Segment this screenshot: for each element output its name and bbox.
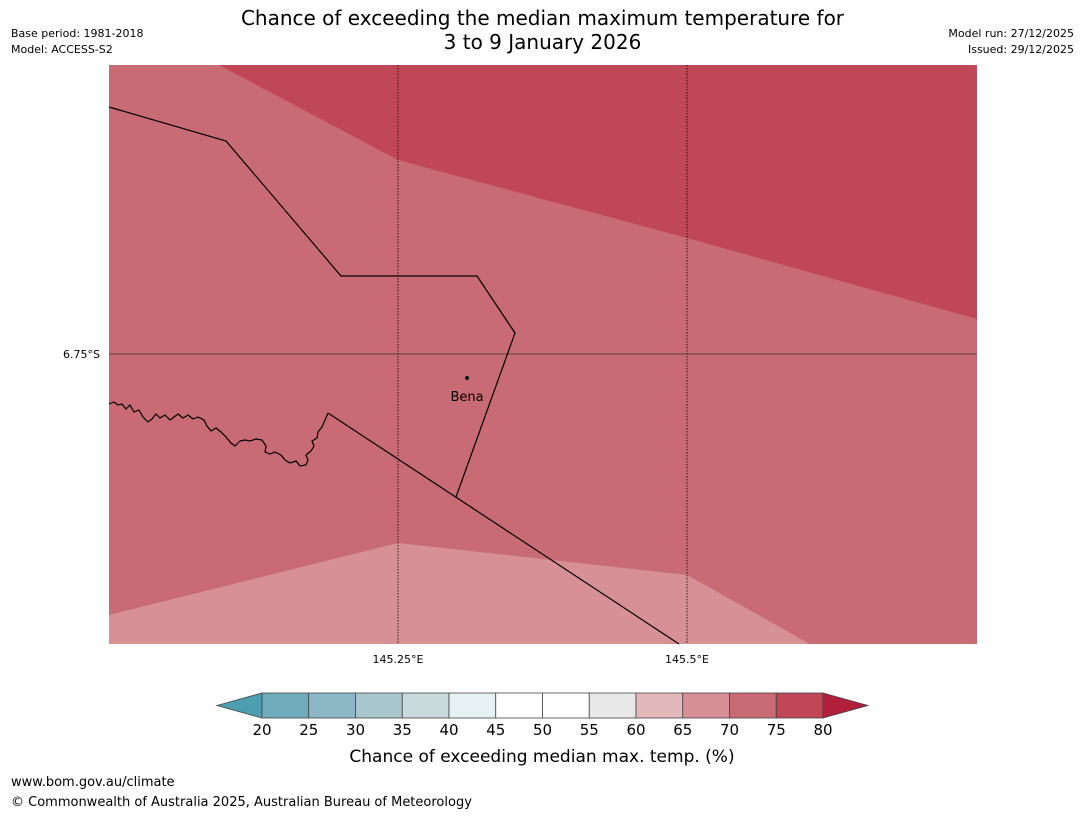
colorbar: 20 25 30 35 40 45 50 55 60 65 70 75 80 Chance of exc… bbox=[215, 692, 870, 767]
colorbar-tick-label: 60 bbox=[626, 721, 645, 739]
colorbar-label: Chance of exceeding median max. temp. (%… bbox=[349, 747, 734, 767]
town-label: Bena bbox=[450, 390, 483, 405]
colorbar-cell bbox=[635, 692, 684, 719]
colorbar-tick-label: 75 bbox=[767, 721, 786, 739]
colorbar-cell bbox=[588, 692, 637, 719]
colorbar-cell bbox=[775, 692, 824, 719]
model-name: Model: ACCESS-S2 bbox=[11, 43, 113, 56]
region-band-80 bbox=[219, 65, 977, 319]
province-boundary bbox=[108, 106, 516, 498]
province-boundary-south bbox=[327, 412, 680, 645]
colorbar-tick-label: 40 bbox=[439, 721, 458, 739]
colorbar-tick-label: 30 bbox=[346, 721, 365, 739]
colorbar-tick-label: 50 bbox=[533, 721, 552, 739]
colorbar-cell bbox=[355, 692, 403, 719]
colorbar-tick-label: 20 bbox=[252, 721, 271, 739]
lon-label-2: 145.5°E bbox=[665, 653, 709, 666]
colorbar-cell bbox=[308, 692, 356, 719]
colorbar-tick-label: 55 bbox=[580, 721, 599, 739]
base-period: Base period: 1981-2018 bbox=[11, 27, 144, 40]
colorbar-tick-label: 45 bbox=[486, 721, 505, 739]
map-title: Chance of exceeding the median maximum t… bbox=[0, 6, 1085, 54]
colorbar-cell bbox=[448, 692, 497, 719]
footer-copyright: © Commonwealth of Australia 2025, Austra… bbox=[11, 795, 472, 810]
colorbar-cell bbox=[261, 692, 310, 719]
map-canvas[interactable]: Bena 6.75°S 145.25°E 145.5°E bbox=[0, 0, 1085, 680]
river-coastline bbox=[108, 401, 329, 467]
lon-label-1: 145.25°E bbox=[373, 653, 424, 666]
colorbar-arrow-low bbox=[215, 692, 263, 719]
meta-left: Base period: 1981-2018 Model: ACCESS-S2 bbox=[11, 26, 143, 58]
model-run: Model run: 27/12/2025 bbox=[948, 27, 1074, 40]
region-band-70 bbox=[109, 543, 810, 644]
colorbar-cell bbox=[495, 692, 543, 719]
colorbar-tick-label: 65 bbox=[673, 721, 692, 739]
colorbar-tick-label: 35 bbox=[393, 721, 412, 739]
colorbar-cell bbox=[542, 692, 590, 719]
colorbar-arrow-high bbox=[822, 692, 870, 719]
lat-label: 6.75°S bbox=[63, 348, 100, 361]
title-line-1: Chance of exceeding the median maximum t… bbox=[240, 6, 845, 30]
meta-right: Model run: 27/12/2025 Issued: 29/12/2025 bbox=[948, 26, 1074, 58]
colorbar-cell bbox=[682, 692, 730, 719]
colorbar-cell bbox=[729, 692, 777, 719]
colorbar-tick-label: 80 bbox=[813, 721, 832, 739]
footer-url[interactable]: www.bom.gov.au/climate bbox=[11, 775, 175, 790]
colorbar-cell bbox=[401, 692, 450, 719]
issued-date: Issued: 29/12/2025 bbox=[967, 43, 1074, 56]
town-marker[interactable] bbox=[465, 376, 469, 380]
colorbar-tick-label: 70 bbox=[720, 721, 739, 739]
title-line-2: 3 to 9 January 2026 bbox=[443, 30, 642, 54]
colorbar-tick-label: 25 bbox=[299, 721, 318, 739]
